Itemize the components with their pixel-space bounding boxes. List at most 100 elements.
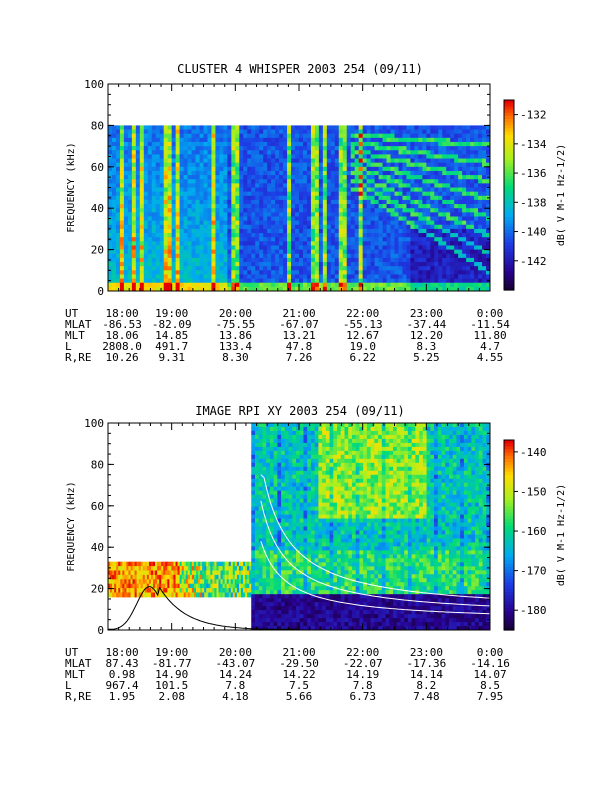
whisper-heatmap-cell [398,195,403,201]
whisper-heatmap-cell [187,237,193,242]
whisper-heatmap-cell [426,170,431,176]
rpi-heatmap-cell [232,592,236,598]
whisper-heatmap-cell [342,195,348,201]
rpi-heatmap-cell [138,561,142,567]
whisper-heatmap-cell [306,257,312,263]
whisper-heatmap-cell [243,216,248,222]
rpi-heatmap-cell [185,592,189,598]
whisper-heatmap-cell [446,170,451,176]
whisper-heatmap-cell [362,228,368,234]
whisper-heatmap-cell [203,262,208,267]
rpi-heatmap-cell [218,570,222,576]
whisper-heatmap-cell [386,224,392,230]
whisper-heatmap-cell [195,137,201,143]
whisper-heatmap-cell [171,204,177,209]
whisper-heatmap-cell [366,137,372,143]
whisper-heatmap-cell [314,166,320,172]
whisper-heatmap-cell [127,257,133,263]
whisper-heatmap-cell [434,245,439,251]
rpi-heatmap-cell [251,594,256,599]
whisper-colorbar-cell [504,141,514,145]
whisper-heatmap-cell [299,270,304,275]
whisper-heatmap-cell [287,154,292,160]
whisper-heatmap-cell [283,224,288,230]
whisper-heatmap-cell [426,175,431,180]
whisper-heatmap-cell [127,183,133,188]
whisper-heatmap-cell [115,166,121,172]
whisper-heatmap-cell [139,208,145,213]
rpi-heatmap-cell [262,510,267,516]
whisper-heatmap-cell [263,199,268,205]
whisper-heatmap-cell [350,141,356,147]
whisper-heatmap-cell [430,175,435,180]
whisper-heatmap-cell [231,158,236,164]
whisper-heatmap-cell [283,141,288,147]
whisper-heatmap-cell [402,162,407,168]
whisper-heatmap-cell [231,245,236,251]
whisper-heatmap-cell [342,262,348,267]
whisper-heatmap-cell [143,241,149,246]
whisper-heatmap-cell [283,191,288,197]
whisper-heatmap-cell [338,282,344,288]
rpi-heatmap-cell [173,583,177,589]
whisper-heatmap-cell [338,204,344,209]
whisper-heatmap-cell [426,146,431,151]
rpi-heatmap-cell [218,588,222,593]
rpi-heatmap-cell [191,592,195,598]
whisper-heatmap-cell [267,253,272,259]
whisper-heatmap-cell [358,183,364,188]
whisper-heatmap-cell [374,266,380,271]
whisper-heatmap-cell [418,212,423,217]
whisper-heatmap-cell [402,274,407,280]
whisper-heatmap-cell [143,137,149,143]
whisper-heatmap-cell [418,166,423,172]
rpi-heatmap-cell [266,506,271,512]
rpi-heatmap-cell [206,561,209,567]
whisper-heatmap-cell [370,191,376,197]
rpi-heatmap-cell [183,566,187,571]
whisper-heatmap-cell [418,241,423,246]
rpi-heatmap-cell [153,583,156,589]
rpi-heatmap-cell [254,578,260,583]
rpi-heatmap-cell [269,462,275,468]
whisper-heatmap-cell [283,162,288,168]
whisper-heatmap-cell [127,191,133,197]
whisper-heatmap-cell [183,233,189,238]
whisper-heatmap-cell [474,212,479,217]
whisper-heatmap-cell [366,204,372,209]
rpi-heatmap-cell [258,598,263,603]
whisper-heatmap-cell [231,274,236,280]
whisper-heatmap-cell [302,137,308,143]
whisper-heatmap-cell [478,257,483,263]
whisper-heatmap-cell [458,262,463,267]
whisper-heatmap-cell [318,179,324,184]
rpi-heatmap-cell [258,522,263,527]
whisper-heatmap-cell [414,257,419,263]
whisper-heatmap-cell [227,154,232,160]
whisper-heatmap-cell [283,282,288,288]
whisper-heatmap-cell [414,199,419,205]
whisper-heatmap-cell [203,257,208,263]
rpi-heatmap-cell [155,574,158,580]
whisper-heatmap-cell [159,216,165,222]
whisper-heatmap-cell [171,253,177,259]
rpi-heatmap-cell [266,478,271,484]
whisper-heatmap-cell [422,154,427,160]
whisper-heatmap-cell [406,133,411,139]
whisper-heatmap-cell [466,212,471,217]
whisper-heatmap-cell [482,191,487,197]
rpi-heatmap-cell [258,494,263,500]
whisper-heatmap-cell [374,208,380,213]
rpi-heatmap-cell [108,583,111,589]
whisper-heatmap-cell [271,150,276,155]
whisper-heatmap-cell [239,257,244,263]
whisper-heatmap-cell [135,204,141,209]
whisper-heatmap-cell [406,282,411,288]
whisper-heatmap-cell [366,245,372,251]
whisper-heatmap-cell [267,266,272,271]
whisper-heatmap-cell [227,241,232,246]
whisper-heatmap-cell [402,253,407,259]
whisper-heatmap-cell [358,175,364,180]
whisper-heatmap-cell [127,220,133,226]
whisper-heatmap-cell [175,179,181,184]
